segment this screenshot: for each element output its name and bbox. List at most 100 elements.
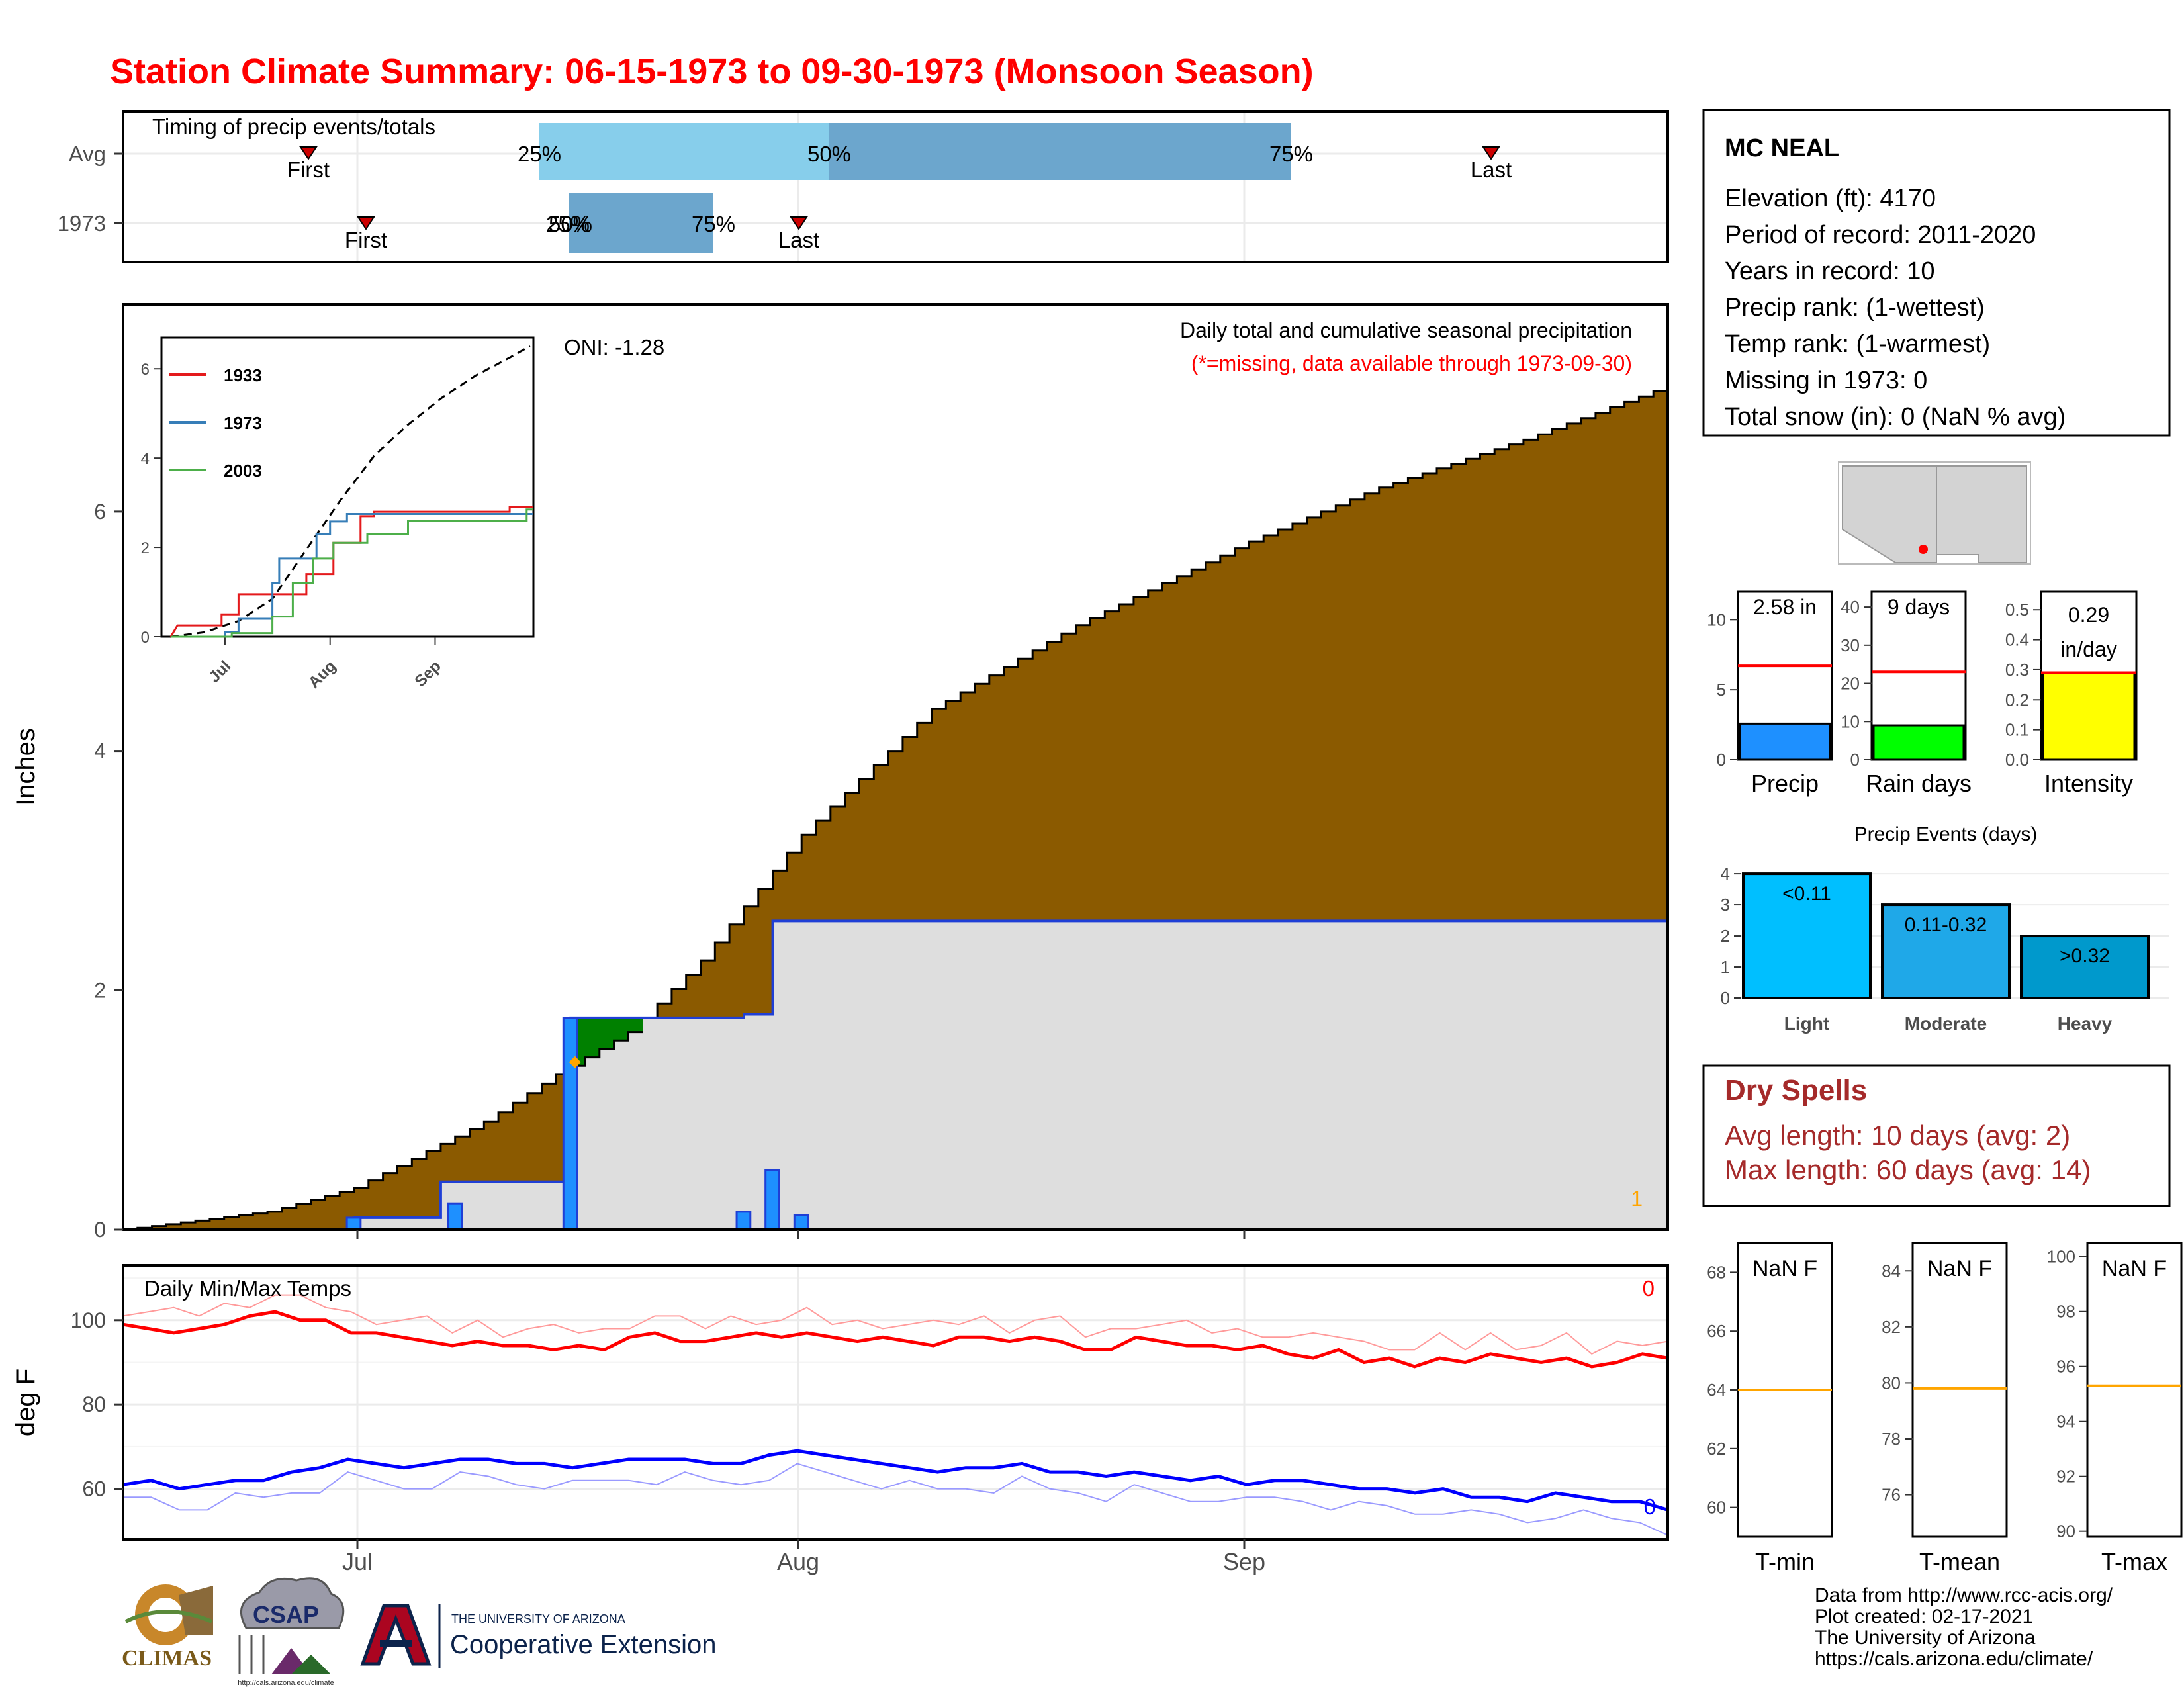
- tmax-reference-line: [122, 1294, 1668, 1355]
- events-y-tick-label: 3: [1721, 895, 1730, 915]
- summary-value-label: 9 days: [1888, 595, 1950, 619]
- temp-box-value: NaN F: [1752, 1256, 1817, 1281]
- avg-last-marker: [1482, 146, 1500, 160]
- precip-event-category: Heavy: [2058, 1013, 2113, 1034]
- temp-y-tick-label: 100: [71, 1308, 106, 1332]
- inset-y-tick-label: 4: [141, 450, 150, 468]
- inset-series-line: [169, 506, 533, 637]
- summary-y-tick-label: 5: [1717, 680, 1726, 700]
- avg-timing-bar-q2: [829, 123, 1291, 180]
- temp-box-y-tick-label: 78: [1882, 1429, 1901, 1449]
- temp-box-y-tick-label: 94: [2056, 1412, 2075, 1432]
- timing-row-label-avg: Avg: [69, 142, 106, 166]
- precip-panel-subheader: (*=missing, data available through 1973-…: [1191, 351, 1632, 375]
- surplus-area: [570, 1017, 643, 1066]
- precip-y-tick-label: 0: [94, 1218, 106, 1242]
- tmin-line: [122, 1449, 1668, 1512]
- inset-y-tick-label: 6: [141, 361, 150, 379]
- temp-box-label: T-mean: [1919, 1548, 2000, 1575]
- tmin-missing-count: 0: [1644, 1494, 1656, 1519]
- dry-spells-frame: [1702, 1064, 2171, 1207]
- summary-y-tick-label: 40: [1841, 597, 1860, 617]
- daily-precip-bar: [764, 1169, 780, 1231]
- dry-spells-max: Max length: 60 days (avg: 14): [1725, 1154, 2091, 1185]
- timing-row-label-year: 1973: [58, 211, 106, 236]
- avg-line-over-surplus: [569, 1031, 643, 1067]
- temp-box-y-tick-label: 68: [1707, 1262, 1726, 1282]
- timing-panel-title: Timing of precip events/totals: [152, 114, 435, 139]
- precip-event-category: Moderate: [1905, 1013, 1987, 1034]
- tmax-missing-count: 0: [1643, 1276, 1655, 1301]
- summary-bar-precip: [1739, 722, 1831, 761]
- climas-logo: CLIMAS: [122, 1584, 213, 1670]
- inset-legend-label: 2003: [224, 461, 262, 480]
- precip-y-axis-title: Inches: [11, 728, 40, 806]
- footer-line: Data from http://www.rcc-acis.org/: [1815, 1584, 2113, 1606]
- precip-events-chart: Precip Events (days) 0 1 2 3 4 <0.11 Light 0.11…: [1721, 823, 2169, 1034]
- station-info-frame: [1702, 109, 2171, 437]
- temp-box-value: NaN F: [2102, 1256, 2167, 1281]
- temp-panel-frame: [122, 1264, 1669, 1541]
- temp-boxes: 60 62 64 66 68 NaN F T-min 76 78 80 82 84 NaN F T-mea…: [1707, 1242, 2183, 1575]
- avg-timing-bar-q1: [539, 123, 829, 180]
- temp-box-frame: [1911, 1242, 2008, 1538]
- temp-y-tick-label: 60: [82, 1477, 106, 1501]
- year-timing-bar: [569, 193, 713, 253]
- temp-plot-area: [122, 1294, 1668, 1536]
- climas-logo-text: CLIMAS: [122, 1646, 212, 1670]
- ua-small-text: THE UNIVERSITY OF ARIZONA: [451, 1612, 625, 1625]
- summary-y-tick-label: 0: [1850, 750, 1860, 770]
- temp-panel: 60 80 100 deg F Daily Min/Max Temps 0 0 Ju…: [11, 1264, 1669, 1575]
- summary-bar-label: Rain days: [1866, 770, 1972, 797]
- year-first-label: First: [345, 228, 387, 252]
- events-y-tick-label: 4: [1721, 864, 1730, 884]
- precip-y-tick-label: 2: [94, 978, 106, 1002]
- dry-spells-title: Dry Spells: [1725, 1074, 1867, 1107]
- year-cumulative-area: [123, 921, 1668, 1230]
- avg-pct-75: 75%: [1269, 142, 1313, 166]
- temp-box-y-tick-label: 84: [1882, 1261, 1901, 1281]
- avg-first-label: First: [287, 158, 330, 182]
- station-line: Elevation (ft): 4170: [1725, 185, 1936, 212]
- footer-line: The University of Arizona: [1815, 1627, 2036, 1649]
- x-label-sep: Sep: [1223, 1548, 1265, 1575]
- station-name: MC NEAL: [1725, 134, 1839, 162]
- summary-y-tick-label: 10: [1707, 610, 1726, 629]
- inset-y-tick-label: 0: [141, 629, 150, 647]
- dry-spells-box: Dry Spells Avg length: 10 days (avg: 2) …: [1702, 1064, 2171, 1207]
- precip-y-tick-label: 6: [94, 500, 106, 524]
- year-last-label: Last: [778, 228, 819, 252]
- timing-panel: Timing of precip events/totals Avg 1973 …: [58, 110, 1669, 263]
- precip-event-category: Light: [1784, 1013, 1829, 1034]
- temp-box-y-tick-label: 90: [2056, 1522, 2075, 1541]
- station-line: Missing in 1973: 0: [1725, 367, 1927, 394]
- inset-legend-label: 1933: [224, 365, 262, 385]
- temp-box-y-tick-label: 62: [1707, 1439, 1726, 1459]
- avg-pct-50: 50%: [807, 142, 851, 166]
- footer-credits: Data from http://www.rcc-acis.org/ Plot …: [1815, 1584, 2113, 1670]
- station-line: Temp rank: (1-warmest): [1725, 330, 1990, 358]
- x-label-jul: Jul: [342, 1548, 373, 1575]
- summary-bar-rain-days: [1872, 724, 1965, 761]
- year-pct-75: 75%: [692, 212, 735, 236]
- station-info-box: MC NEAL Elevation (ft): 4170 Period of r…: [1702, 109, 2171, 437]
- avg-pct-25: 25%: [518, 142, 561, 166]
- temp-y-axis-title: deg F: [11, 1369, 40, 1436]
- oni-label: ONI: -1.28: [564, 335, 664, 359]
- dry-spells-avg: Avg length: 10 days (avg: 2): [1725, 1120, 2070, 1151]
- temp-box-y-tick-label: 80: [1882, 1373, 1901, 1393]
- precip-events-title: Precip Events (days): [1854, 823, 2038, 845]
- year-pct-25: 25%: [546, 212, 590, 236]
- summary-value-label: in/day: [2060, 637, 2116, 661]
- daily-precip-bar: [735, 1211, 752, 1231]
- temp-gridlines: [123, 1265, 1668, 1539]
- tmax-line: [122, 1310, 1668, 1369]
- temp-box-y-tick-label: 92: [2056, 1467, 2075, 1486]
- summary-bars: 0 5 10 2.58 in Precip 0 10 20 30 40 9 days Rain day…: [1707, 590, 2138, 797]
- ua-big-text: Cooperative Extension: [450, 1630, 716, 1659]
- summary-bar-label: Intensity: [2044, 770, 2133, 797]
- daily-precip-bar: [793, 1214, 809, 1231]
